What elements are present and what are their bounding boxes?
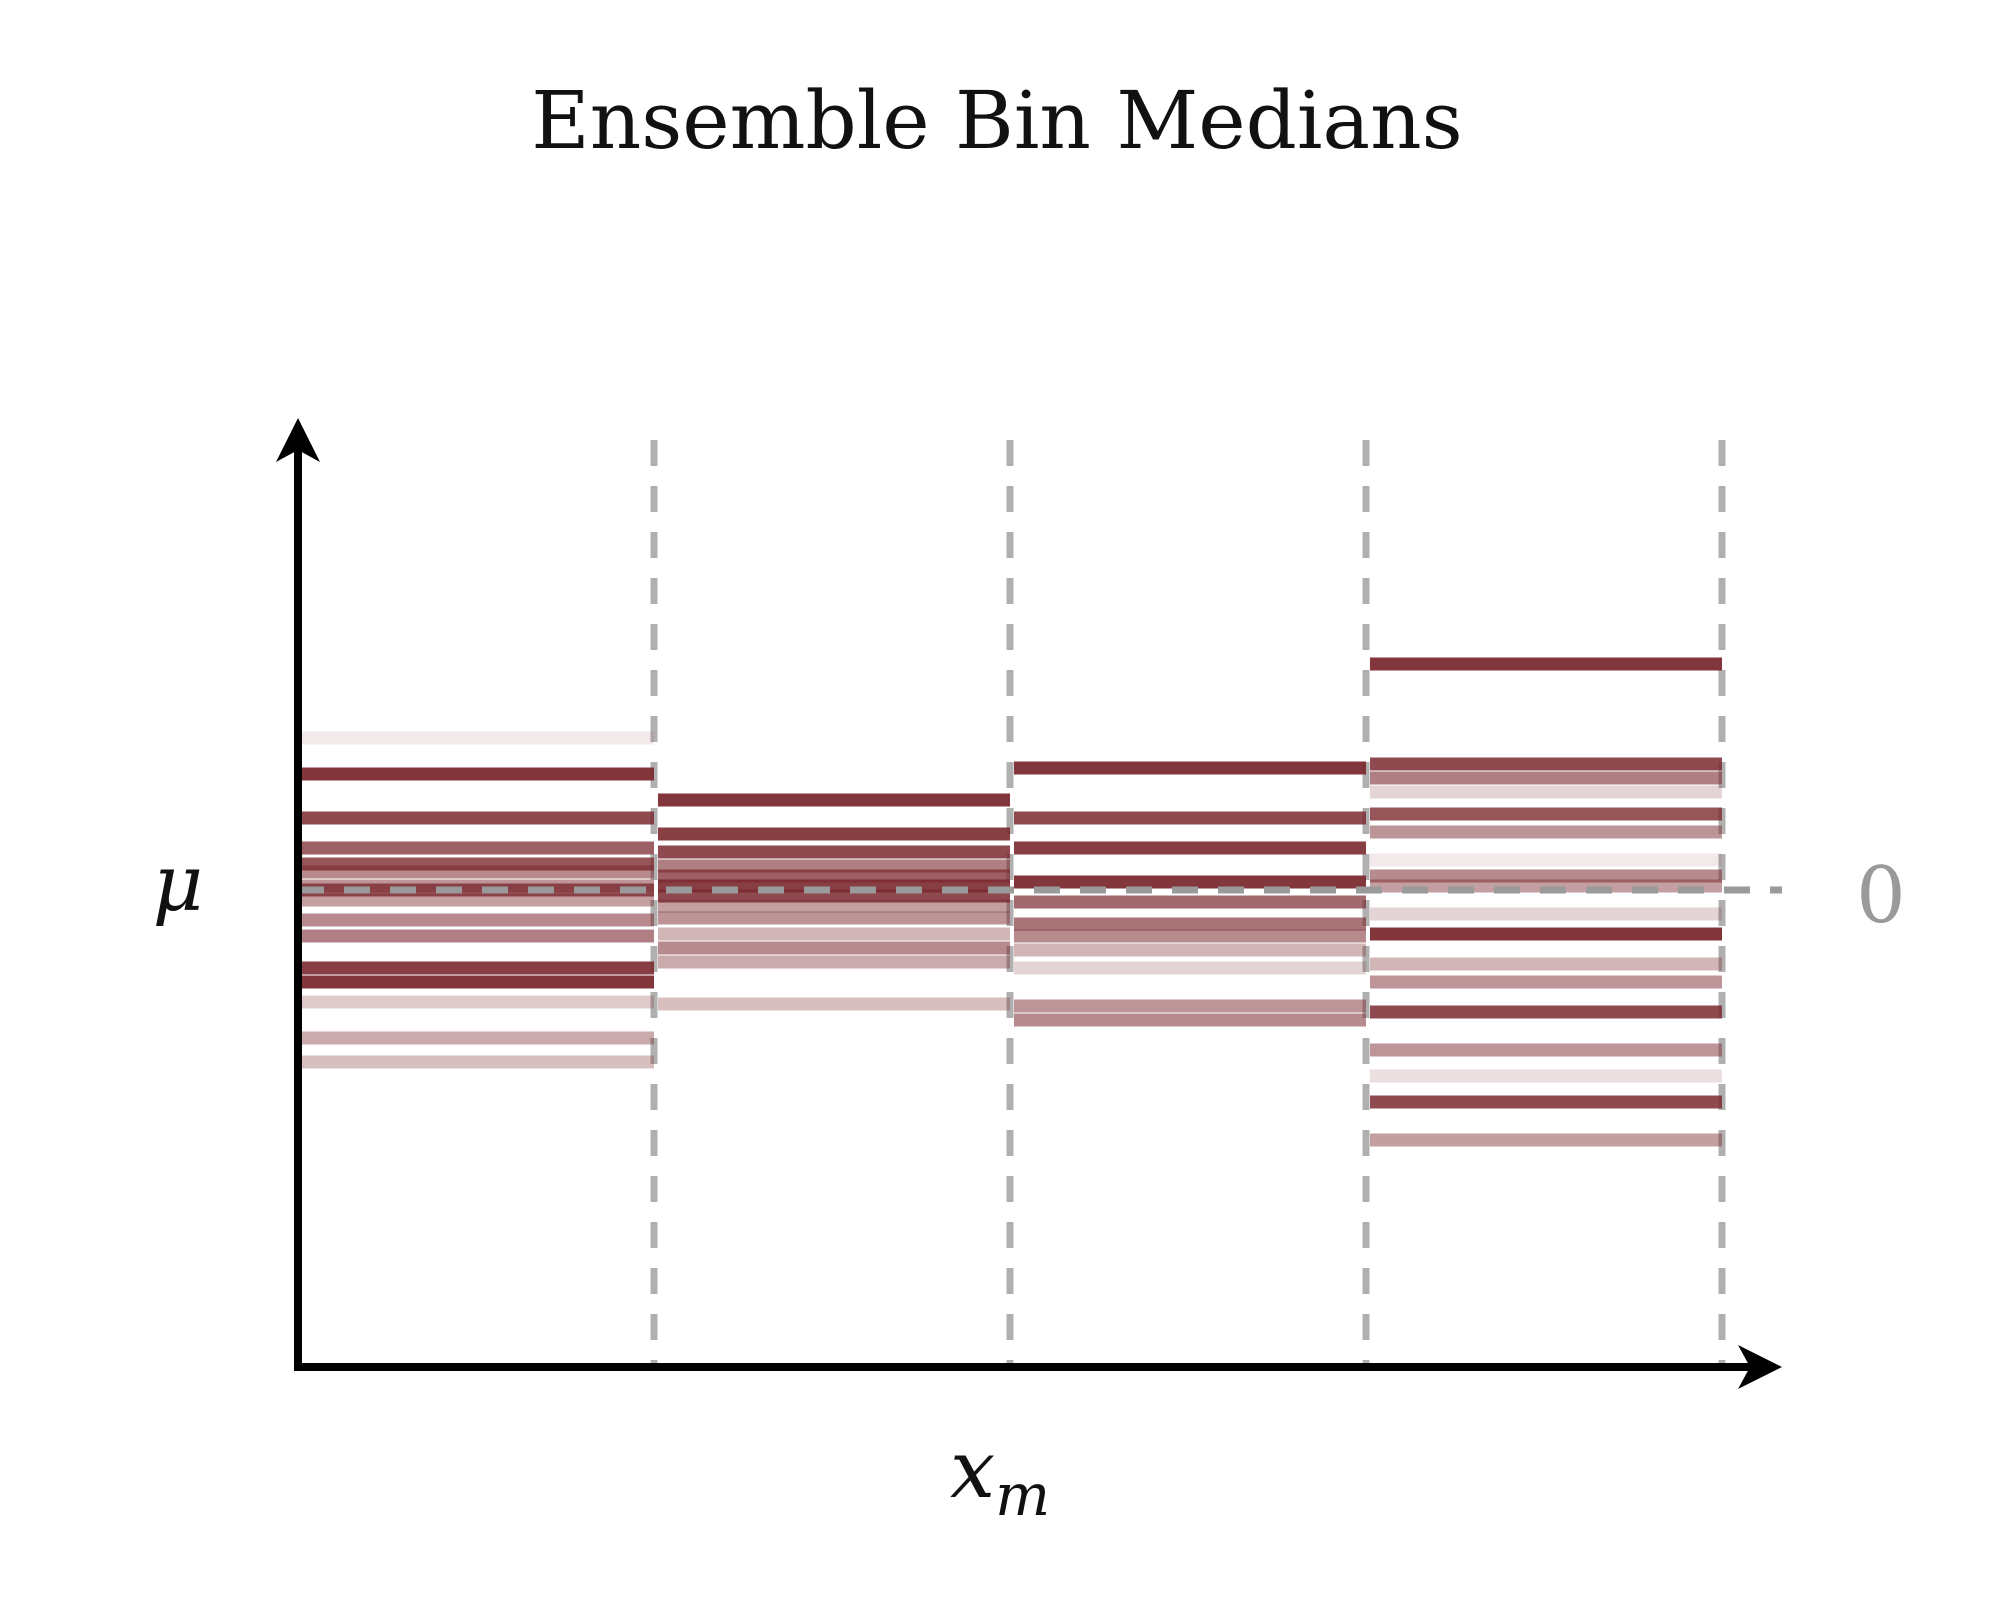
reference-zero-label: 0	[1856, 851, 1906, 941]
x-axis-label-subscript: m	[995, 1461, 1050, 1529]
y-axis-label: μ	[153, 839, 204, 929]
x-axis-arrowhead	[1738, 1345, 1782, 1389]
y-axis-arrowhead	[276, 418, 320, 462]
x-axis-label-main: x	[950, 1423, 995, 1516]
chart-title: Ensemble Bin Medians	[531, 74, 1462, 167]
x-axis-label: xm	[950, 1423, 1050, 1529]
median-lines	[302, 657, 1722, 1147]
x-axis	[294, 1345, 1782, 1389]
y-axis	[276, 418, 320, 1371]
